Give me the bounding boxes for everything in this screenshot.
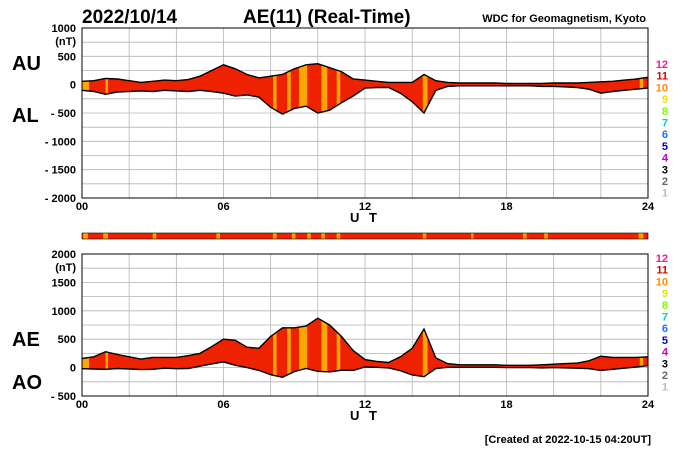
level-legend-label: 5 (662, 335, 668, 347)
band-fill-orange (336, 63, 341, 115)
activity-strip-orange (523, 233, 527, 239)
band-fill-orange (422, 318, 428, 378)
level-legend-label: 9 (662, 288, 668, 300)
y-tick-label: - 500 (51, 108, 76, 120)
x-axis-label: U T (350, 408, 380, 423)
level-legend-label: 7 (662, 118, 668, 130)
y-tick-label: 1000 (52, 23, 76, 35)
band-fill-orange (321, 63, 328, 115)
created-label: [Created at 2022-10-15 04:20UT] (485, 434, 652, 446)
level-legend-label: 6 (662, 129, 668, 141)
level-legend-label: 7 (662, 312, 668, 324)
level-legend-label: 2 (662, 176, 668, 188)
activity-strip (81, 232, 649, 240)
panel-label-ao: AO (12, 372, 42, 394)
x-tick-label: 06 (217, 399, 229, 411)
activity-strip-orange (103, 233, 108, 239)
band-fill-orange (422, 63, 428, 115)
y-tick-label: - 1500 (45, 165, 76, 177)
y-tick-label: 0 (70, 80, 76, 92)
level-legend-label: 1 (662, 188, 668, 200)
activity-strip-orange (638, 233, 644, 239)
band-fill-orange (105, 63, 108, 115)
activity-strip-orange (83, 233, 88, 239)
index-title: AE(11) (Real-Time) (243, 7, 411, 28)
level-legend-label: 2 (662, 370, 668, 382)
y-tick-label: 0 (70, 363, 76, 375)
level-legend-label: 11 (656, 71, 668, 83)
band-fill-orange (82, 63, 90, 115)
plot-frame (81, 253, 649, 397)
level-legend-label: 12 (656, 253, 668, 265)
x-tick-label: 00 (76, 201, 88, 213)
activity-strip-orange (321, 233, 325, 239)
x-axis-label: U T (350, 210, 380, 225)
x-tick-label: 06 (217, 201, 229, 213)
level-legend-label: 8 (662, 106, 668, 118)
y-tick-label: 2000 (52, 249, 76, 261)
level-legend-label: 1 (662, 382, 668, 394)
y-tick-label: 1500 (52, 277, 76, 289)
y-tick-label: 500 (58, 51, 76, 63)
band-fill-orange (287, 63, 291, 115)
level-legend-label: 3 (662, 164, 668, 176)
level-legend-label: 12 (656, 59, 668, 71)
activity-strip-orange (471, 233, 474, 239)
date-title: 2022/10/14 (82, 7, 178, 28)
source-label: WDC for Geomagnetism, Kyoto (482, 13, 646, 25)
band-fill-orange (287, 318, 291, 378)
band-fill-orange (273, 318, 277, 378)
panel-label-au: AU (12, 53, 41, 75)
band-fill-orange (298, 318, 308, 378)
x-tick-label: 00 (76, 399, 88, 411)
level-legend-label: 5 (662, 141, 668, 153)
y-tick-label: 1000 (52, 306, 76, 318)
level-legend-label: 3 (662, 358, 668, 370)
level-legend-label: 10 (656, 82, 668, 94)
y-unit-label: (nT) (55, 262, 76, 274)
level-legend-label: 4 (662, 347, 669, 359)
activity-strip-orange (307, 233, 311, 239)
level-legend-label: 8 (662, 300, 668, 312)
x-tick-label: 24 (642, 201, 655, 213)
series-line-ao (81, 361, 649, 379)
panel-label-al: AL (12, 105, 39, 127)
activity-strip-orange (422, 233, 427, 239)
y-tick-label: - 2000 (45, 193, 76, 205)
activity-strip-red (82, 233, 648, 239)
band-fill-orange (273, 63, 277, 115)
chart-panel-1: 1000 500 0 - 500 - 1000 - 1500 - 2000 (nT) 00 06 1… (12, 23, 669, 225)
series-line-ae (81, 317, 649, 366)
x-tick-label: 24 (642, 399, 655, 411)
level-legend-label: 6 (662, 323, 668, 335)
x-tick-label: 12 (359, 201, 371, 213)
activity-strip-orange (216, 233, 220, 239)
x-tick-label: 12 (359, 399, 371, 411)
activity-strip-frame (81, 232, 649, 240)
activity-strip-orange (152, 233, 157, 239)
x-tick-label: 18 (500, 399, 512, 411)
activity-strip-orange (544, 233, 548, 239)
y-tick-label: - 1000 (45, 136, 76, 148)
y-tick-label: 500 (58, 334, 76, 346)
series-line-au (81, 62, 649, 85)
band-fill-orange (298, 63, 308, 115)
activity-strip-orange (336, 233, 341, 239)
level-legend-label: 10 (656, 276, 668, 288)
activity-strip-orange (291, 233, 296, 239)
y-tick-label: - 500 (51, 391, 76, 403)
x-tick-label: 18 (500, 201, 512, 213)
y-unit-label: (nT) (55, 36, 76, 48)
level-legend-label: 4 (662, 153, 669, 165)
level-legend-label: 11 (656, 265, 668, 277)
panel-label-ae: AE (12, 329, 40, 351)
level-legend-label: 9 (662, 94, 668, 106)
band-fill-orange (321, 318, 328, 378)
activity-strip-orange (273, 233, 277, 239)
band-fill-orange (336, 318, 341, 378)
series-line-al (81, 85, 649, 115)
plot-frame (81, 27, 649, 199)
